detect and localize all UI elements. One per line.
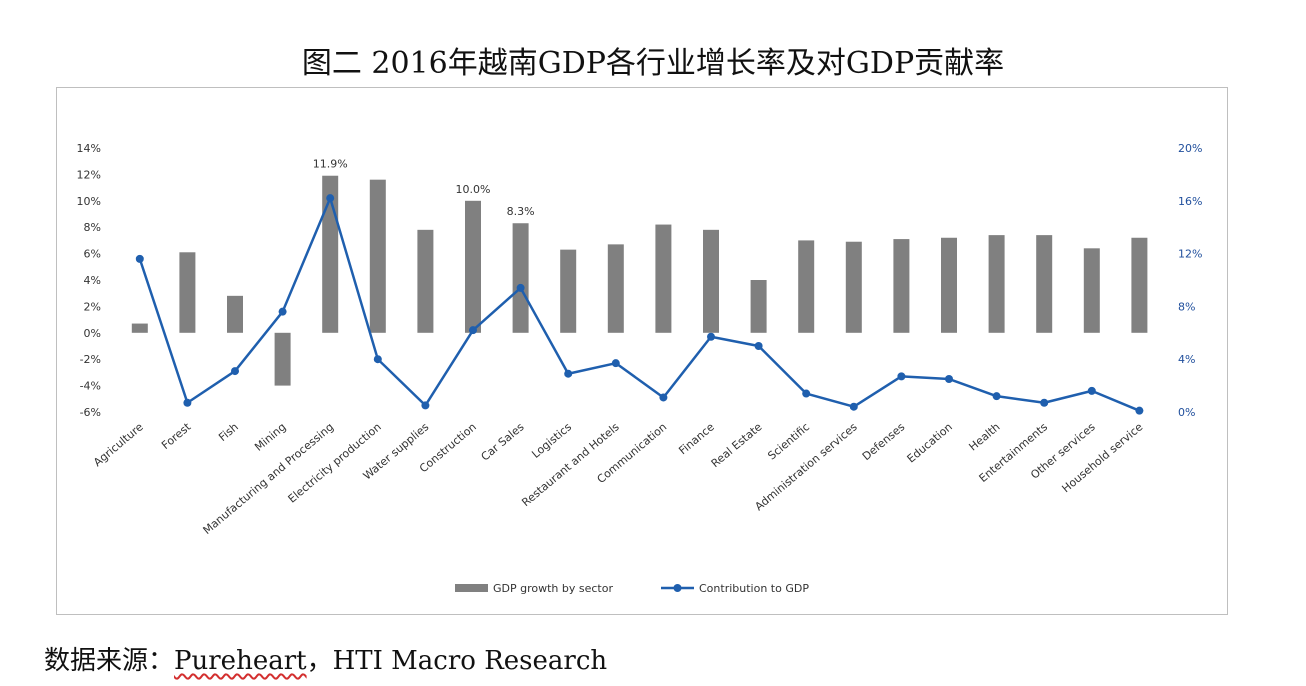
bar-11 [607,244,624,333]
y-left-tick-label: 8% [84,221,101,234]
bar-4 [274,332,291,386]
category-label: Real Estate [709,420,765,470]
y-left-tick-label: 6% [84,248,101,261]
line-point-12 [659,393,668,402]
line-point-2 [183,398,192,407]
source-separator: ， [306,646,333,676]
line-point-5 [326,194,335,203]
bar-10 [560,249,577,333]
category-label: Car Sales [479,420,527,463]
bar-15 [798,240,815,333]
line-point-17 [897,372,906,381]
bar-6 [369,179,386,333]
legend-bar-label: GDP growth by sector [493,582,613,595]
bar-data-label: 8.3% [507,205,535,218]
source-note: 数据来源：Pureheart，HTI Macro Research [44,640,607,677]
bar-7 [417,229,434,333]
y-left-tick-label: 4% [84,274,101,287]
line-point-13 [707,332,715,341]
source-org: Pureheart [174,646,307,676]
category-label: Agriculture [91,420,146,469]
category-label: Education [905,420,955,465]
bar-13 [703,229,719,333]
bar-16 [845,241,862,333]
line-point-9 [516,283,525,292]
line-point-22 [1135,406,1144,415]
y-left-tick-label: -2% [80,353,101,366]
line-point-15 [802,389,811,398]
bar-8 [465,200,481,333]
y-left-tick-label: 2% [84,300,101,313]
line-point-20 [1040,398,1049,407]
y-right-tick-label: 4% [1178,353,1195,366]
category-label: Mining [252,420,288,453]
category-label: Finance [676,420,717,457]
line-point-14 [754,342,763,350]
bar-21 [1083,248,1100,333]
y-left-tick-label: 14% [77,142,101,155]
bar-19 [988,235,1005,333]
y-left-tick-label: 10% [77,195,101,208]
bar-2 [179,252,196,333]
bar-14 [750,280,767,333]
category-label: Electricity production [286,420,384,505]
y-right-tick-label: 0% [1178,406,1195,419]
line-point-21 [1087,386,1096,395]
line-point-18 [945,375,953,383]
category-label: Fish [216,420,241,444]
category-label: Health [966,420,1002,453]
line-point-16 [849,402,858,411]
bar-3 [227,295,243,333]
bar-data-label: 10.0% [456,183,491,196]
legend-bar-swatch [455,584,488,592]
y-right-tick-label: 8% [1178,300,1195,313]
line-point-4 [278,307,287,316]
y-left-tick-label: 12% [77,168,101,181]
y-left-tick-label: -4% [80,380,101,393]
combo-chart: 14% 12% 10% 8% 6% 4% 2% 0% -2% -4% -6% 20% 16% 12% 8% 4… [77,142,1203,595]
line-point-3 [231,367,239,376]
bar-12 [655,224,672,333]
category-label: Defenses [860,420,908,463]
category-label: Scientific [765,420,812,462]
y-left-tick-label: 0% [84,327,101,340]
category-label: Restaurant and Hotels [519,420,622,509]
line-point-6 [373,355,382,364]
y-right-tick-label: 12% [1178,248,1202,261]
category-label: Household service [1060,420,1146,495]
y-right-tick-label: 20% [1178,142,1202,155]
bar-9 [512,223,529,333]
bar-22 [1131,237,1148,333]
source-prefix: 数据来源： [44,646,175,676]
line-point-7 [421,401,430,410]
bar-17 [893,239,910,333]
chart-title: 图二 2016年越南GDP各行业增长率及对GDP贡献率 [301,46,1005,81]
y-left-tick-label: -6% [80,406,101,419]
y-right-tick-label: 16% [1178,195,1202,208]
line-point-1 [135,254,144,263]
legend-line-marker [673,584,682,592]
bar-data-label: 11.9% [313,158,348,171]
bar-1 [131,323,148,333]
line-point-8 [469,326,477,335]
legend-line-label: Contribution to GDP [699,582,809,595]
line-point-10 [564,369,573,378]
bar-18 [941,237,957,333]
category-label: Forest [159,420,194,452]
bar-20 [1036,235,1053,333]
contribution-line [138,196,1140,412]
category-label: Logistics [529,420,574,461]
line-point-11 [611,359,620,368]
line-point-19 [992,392,1001,401]
source-rest: HTI Macro Research [332,646,608,676]
